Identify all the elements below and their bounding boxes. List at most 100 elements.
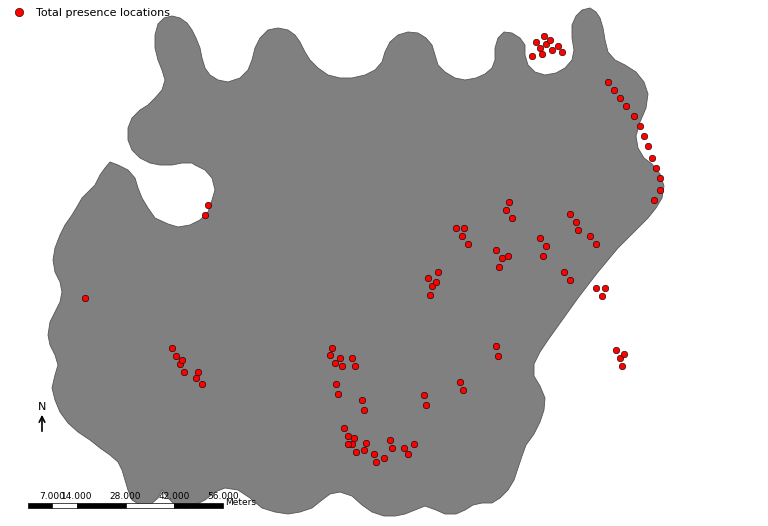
Point <box>584 232 596 240</box>
Bar <box>174 503 223 508</box>
Point <box>346 354 358 362</box>
Point <box>496 254 508 262</box>
Bar <box>125 503 174 508</box>
Point <box>202 201 214 209</box>
Point <box>424 291 436 299</box>
Point <box>329 359 341 367</box>
Point <box>408 440 420 448</box>
Point <box>368 450 380 458</box>
Point <box>634 122 646 130</box>
Point <box>456 232 468 240</box>
Point <box>346 440 358 448</box>
Point <box>196 380 208 388</box>
Point <box>378 454 390 462</box>
Point <box>332 390 344 398</box>
Point <box>534 234 546 242</box>
Point <box>432 268 444 276</box>
Point <box>614 94 626 102</box>
Point <box>174 360 186 368</box>
Text: 42.000: 42.000 <box>158 492 190 501</box>
Bar <box>77 503 125 508</box>
Point <box>648 196 660 204</box>
Point <box>457 386 469 394</box>
Bar <box>28 503 52 508</box>
Point <box>356 396 368 404</box>
Point <box>628 112 641 120</box>
Point <box>462 240 474 248</box>
Point <box>654 186 666 194</box>
Point <box>350 448 362 456</box>
Point <box>425 282 438 290</box>
Point <box>402 450 414 458</box>
Point <box>334 354 346 362</box>
Point <box>610 346 622 354</box>
Point <box>538 32 550 40</box>
Point <box>324 351 336 359</box>
Point <box>526 52 538 60</box>
Point <box>422 274 434 282</box>
Point <box>536 50 548 58</box>
Text: 14.000: 14.000 <box>61 492 92 501</box>
Point <box>602 78 614 86</box>
Point <box>342 440 354 448</box>
Point <box>386 444 398 452</box>
Point <box>614 354 626 362</box>
Point <box>418 391 430 399</box>
Point <box>420 401 432 409</box>
Point <box>199 211 211 219</box>
Point <box>503 198 515 206</box>
Point <box>360 439 372 447</box>
Point <box>338 424 350 432</box>
Point <box>490 246 502 254</box>
Text: Meters: Meters <box>225 498 256 507</box>
Point <box>607 86 620 94</box>
Point <box>458 224 470 232</box>
Point <box>170 352 182 360</box>
Point <box>326 344 338 352</box>
Point <box>546 46 558 54</box>
Point <box>654 174 666 182</box>
Point <box>190 374 202 382</box>
Point <box>564 210 576 218</box>
Point <box>493 263 505 271</box>
Point <box>336 362 348 370</box>
Point <box>596 292 608 300</box>
Point <box>540 40 552 48</box>
Point <box>590 240 602 248</box>
Point <box>617 350 630 358</box>
Point <box>430 278 442 286</box>
Point <box>544 36 556 44</box>
Point <box>178 368 190 376</box>
Point <box>398 444 410 452</box>
Text: 7.000: 7.000 <box>39 492 65 501</box>
Point <box>370 458 382 466</box>
Bar <box>52 503 77 508</box>
Point <box>642 142 654 150</box>
Point <box>384 436 396 444</box>
Point <box>556 48 568 56</box>
Point <box>537 252 549 260</box>
Point <box>564 276 576 284</box>
Point <box>570 218 582 226</box>
Point <box>349 362 361 370</box>
Point <box>450 224 462 232</box>
Point <box>79 294 91 302</box>
Point <box>490 342 502 350</box>
Point <box>638 132 650 140</box>
Point <box>646 154 658 162</box>
Text: 56.000: 56.000 <box>207 492 239 501</box>
Point <box>650 164 662 172</box>
Point <box>572 226 584 234</box>
Point <box>502 252 514 260</box>
Point <box>616 362 628 370</box>
Point <box>540 242 552 250</box>
Point <box>330 380 343 388</box>
Point <box>348 434 360 442</box>
Point <box>530 38 542 46</box>
Point <box>342 432 354 440</box>
Point <box>500 206 512 214</box>
Point <box>552 42 564 50</box>
Point <box>166 344 178 352</box>
Polygon shape <box>48 8 664 516</box>
Text: N: N <box>38 402 46 412</box>
